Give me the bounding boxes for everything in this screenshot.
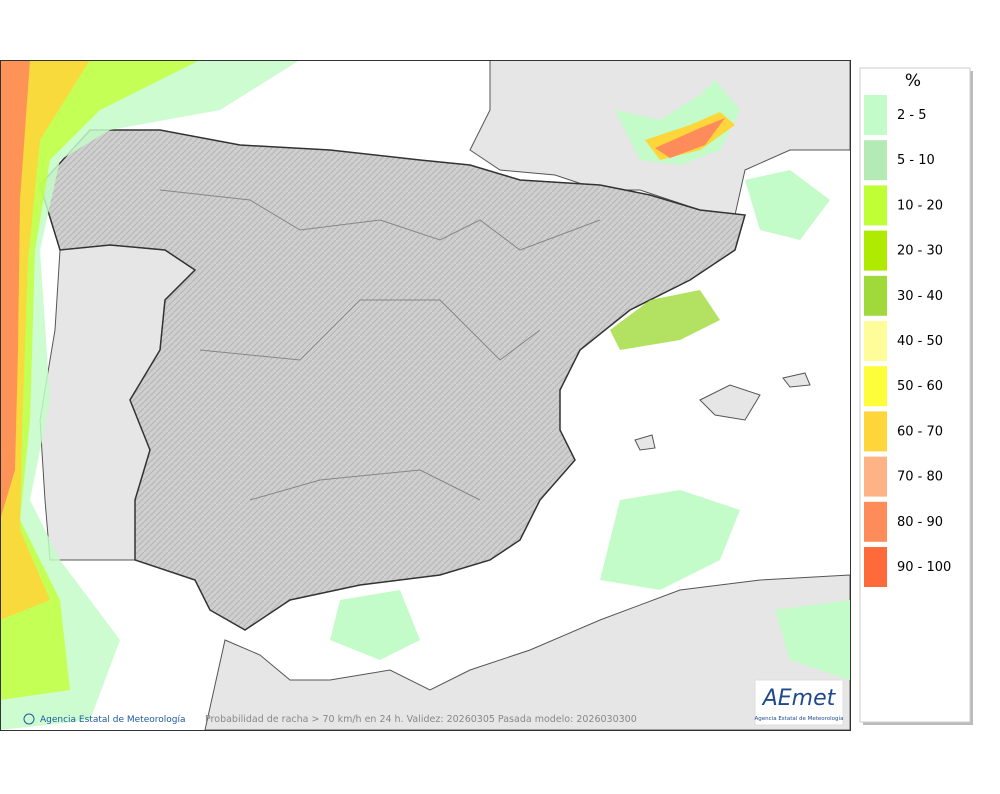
africa xyxy=(204,574,850,730)
prob-area xyxy=(0,60,90,620)
legend-label: 20 - 30 xyxy=(897,244,943,259)
caption: Probabilidad de racha > 70 km/h en 24 h.… xyxy=(205,714,637,725)
legend-label: 30 - 40 xyxy=(897,289,943,304)
legend-swatch xyxy=(864,230,887,271)
legend-label: 10 - 20 xyxy=(897,198,943,213)
prob-area xyxy=(330,590,420,660)
logo-name: AEmet xyxy=(761,686,837,711)
legend-swatch xyxy=(864,275,887,316)
spain xyxy=(39,129,746,631)
prob-area xyxy=(600,490,740,590)
legend-swatch xyxy=(864,366,887,407)
legend-label: 50 - 60 xyxy=(897,379,943,394)
legend-swatch xyxy=(864,321,887,361)
legend-swatch xyxy=(864,140,887,181)
legend-label: 2 - 5 xyxy=(897,108,927,123)
map xyxy=(0,60,850,730)
prob-area xyxy=(0,60,30,520)
legend: 2 - 5 5 - 10 10 - 20 20 - 30 30 - 40 40 - 50 5… xyxy=(864,95,951,587)
logo-subtitle: Agencia Estatal de Meteorología xyxy=(755,715,844,722)
prob-area xyxy=(610,290,720,350)
legend-swatch xyxy=(864,501,887,542)
prob-area xyxy=(745,170,830,240)
legend-swatch xyxy=(864,411,887,452)
copyright-icon xyxy=(23,713,35,725)
prob-area xyxy=(775,600,850,680)
legend-label: 80 - 90 xyxy=(897,515,943,530)
legend-swatch xyxy=(864,456,887,497)
legend-label: 70 - 80 xyxy=(897,470,943,485)
legend-label: 90 - 100 xyxy=(897,560,951,575)
legend-label: 40 - 50 xyxy=(897,334,943,349)
legend-label: 5 - 10 xyxy=(897,153,935,168)
ibiza xyxy=(634,434,656,451)
region-border xyxy=(159,189,601,501)
menorca xyxy=(782,372,811,388)
prob-area xyxy=(655,118,725,158)
legend-swatch xyxy=(864,185,887,226)
logo-box xyxy=(754,679,844,726)
credit: Agencia Estatal de Meteorología xyxy=(40,715,186,725)
mallorca xyxy=(699,384,761,421)
legend-swatch xyxy=(864,547,887,587)
legend-swatch xyxy=(864,95,887,135)
map-frame xyxy=(0,60,851,731)
legend-label: 60 - 70 xyxy=(897,424,943,439)
legend-title: % xyxy=(905,71,921,91)
